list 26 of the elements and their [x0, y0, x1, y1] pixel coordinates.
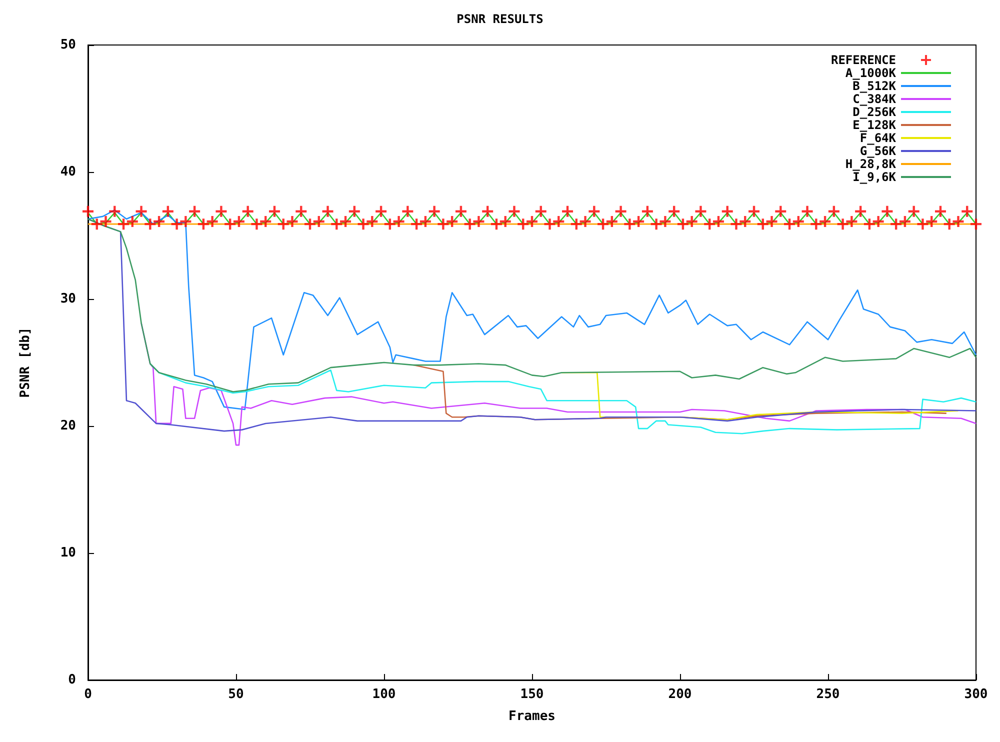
legend-label: C_384K	[852, 92, 897, 106]
y-axis-title: PSNR [db]	[18, 327, 33, 398]
x-tick-label: 50	[228, 687, 244, 702]
y-tick-label: 20	[60, 418, 76, 434]
y-tick-label: 30	[60, 292, 76, 306]
x-tick-label: 100	[372, 687, 396, 702]
legend-label: F_64K	[860, 131, 897, 145]
legend-label: I_9,6K	[852, 170, 897, 184]
y-tick-label: 10	[60, 546, 76, 560]
legend-label: A_1000K	[845, 66, 897, 80]
x-axis-title: Frames	[508, 709, 556, 724]
legend-label: B_512K	[852, 79, 897, 93]
chart-title: PSNR RESULTS	[456, 12, 544, 26]
x-tick-label: 150	[520, 687, 544, 702]
legend-label: G_56K	[860, 144, 897, 158]
y-tick-label: 40	[60, 164, 76, 180]
legend-label: E_128K	[852, 118, 897, 132]
legend-label: D_256K	[852, 105, 897, 119]
legend-label: REFERENCE	[830, 53, 896, 67]
x-tick-label: 0	[84, 687, 92, 702]
x-tick-label: 300	[964, 687, 988, 702]
x-tick-label: 250	[816, 687, 840, 702]
y-tick-label: 50	[60, 38, 76, 52]
x-tick-label: 200	[668, 687, 692, 702]
legend-label: H_28,8K	[845, 157, 897, 171]
y-tick-label: 0	[68, 672, 76, 688]
